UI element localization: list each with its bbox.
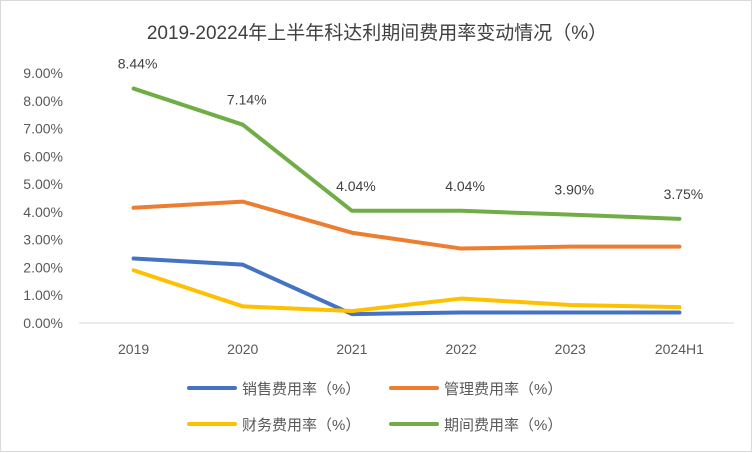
series-line-1 (131, 199, 682, 251)
data-label: 4.04% (336, 178, 376, 194)
data-labels: 8.44% 7.14% 4.04% 4.04% 3.90% 3.75% (118, 56, 704, 202)
y-tick-label: 4.00% (23, 204, 63, 220)
data-label: 7.14% (227, 92, 267, 108)
data-label: 3.75% (664, 186, 704, 202)
data-label: 4.04% (445, 178, 485, 194)
series-line-2 (131, 268, 682, 314)
series-lines (131, 86, 682, 317)
legend-label: 管理费用率（%） (444, 381, 562, 398)
y-tick-label: 1.00% (23, 287, 63, 303)
data-label: 8.44% (118, 56, 158, 72)
chart-title: 2019-20224年上半年科达利期间费用率变动情况（%） (147, 22, 607, 44)
series-line-0 (131, 256, 682, 317)
y-tick-label: 6.00% (23, 148, 63, 164)
y-tick-label: 7.00% (23, 121, 63, 137)
y-tick-label: 5.00% (23, 176, 63, 192)
x-axis-ticks: 2019 2020 2021 2022 2023 2024H1 (118, 341, 704, 357)
y-tick-label: 0.00% (23, 315, 63, 331)
legend-label: 期间费用率（%） (444, 417, 562, 434)
series-line-3 (131, 86, 682, 221)
x-tick-label: 2020 (227, 341, 258, 357)
x-tick-label: 2023 (555, 341, 586, 357)
x-tick-label: 2021 (336, 341, 367, 357)
legend-label: 销售费用率（%） (242, 381, 360, 398)
y-tick-label: 2.00% (23, 259, 63, 275)
x-tick-label: 2019 (118, 341, 149, 357)
x-tick-label: 2022 (446, 341, 477, 357)
legend: 销售费用率（%） 管理费用率（%） 财务费用率（%） 期间费用率（%） (187, 381, 562, 434)
x-tick-label: 2024H1 (655, 341, 704, 357)
data-label: 3.90% (554, 182, 594, 198)
y-tick-label: 8.00% (23, 93, 63, 109)
y-tick-label: 9.00% (23, 65, 63, 81)
y-tick-label: 3.00% (23, 232, 63, 248)
y-axis-ticks: 0.00% 1.00% 2.00% 3.00% 4.00% 5.00% 6.00% 7.00%… (23, 65, 63, 331)
legend-label: 财务费用率（%） (242, 417, 360, 434)
